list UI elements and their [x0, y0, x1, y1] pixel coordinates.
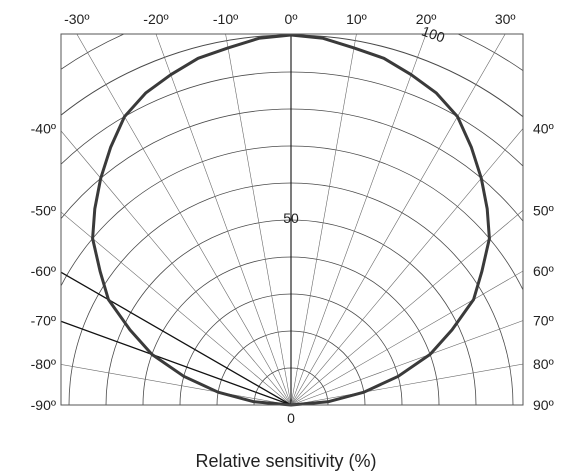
top-angle-tick: 30º [495, 11, 516, 27]
center-tick-label: 0 [287, 410, 295, 426]
left-angle-tick: -80º [31, 356, 56, 372]
left-angle-tick: -60º [31, 263, 56, 279]
angular-grid-line [290, 34, 357, 405]
top-angle-tick: 0º [285, 11, 298, 27]
angular-grid-line [61, 320, 292, 405]
left-angle-tick: -40º [31, 121, 56, 137]
right-angle-tick: 60º [533, 263, 554, 279]
angular-grid-line [290, 34, 427, 405]
plot-frame [60, 33, 524, 406]
angular-grid-line [290, 320, 523, 405]
angular-grid-line [290, 209, 523, 405]
top-angle-tick: 20º [416, 11, 437, 27]
tick-labels: -30º -20º -10º 0º 10º 20º 30º -40º -50º -60º -70º -… [31, 11, 554, 426]
x-axis-title: Relative sensitivity (%) [195, 451, 376, 471]
radial-tick-label: 100 [420, 23, 448, 46]
left-angle-tick: -50º [31, 202, 56, 218]
angular-grid-line [290, 363, 523, 405]
angular-grid-line [290, 34, 506, 405]
right-angle-tick: 50º [533, 202, 554, 218]
highlight-lines [61, 271, 292, 405]
highlight-angle-line [61, 320, 292, 405]
angular-grid-line [61, 211, 292, 405]
left-angle-tick: -70º [31, 313, 56, 329]
radial-grid-arc [61, 71, 523, 167]
right-angle-tick: 90º [533, 397, 554, 413]
angular-grid-line [225, 34, 292, 405]
right-angle-tick: 80º [533, 356, 554, 372]
right-angle-tick: 70º [533, 313, 554, 329]
right-angle-tick: 40º [533, 121, 554, 137]
series-layer [91, 33, 491, 407]
sensitivity-curve [91, 33, 491, 407]
left-angle-tick: -90º [31, 397, 56, 413]
angular-grid-line [290, 270, 523, 405]
angular-grid-line [61, 364, 292, 405]
top-angle-tick: -30º [64, 11, 89, 27]
radial-tick-label: 50 [283, 210, 299, 226]
top-angle-tick: -20º [143, 11, 168, 27]
top-angle-tick: -10º [213, 11, 238, 27]
angular-grid-line [76, 34, 292, 405]
highlight-angle-line [61, 271, 292, 405]
angular-grid-line [155, 34, 292, 405]
top-angle-tick: 10º [346, 11, 367, 27]
